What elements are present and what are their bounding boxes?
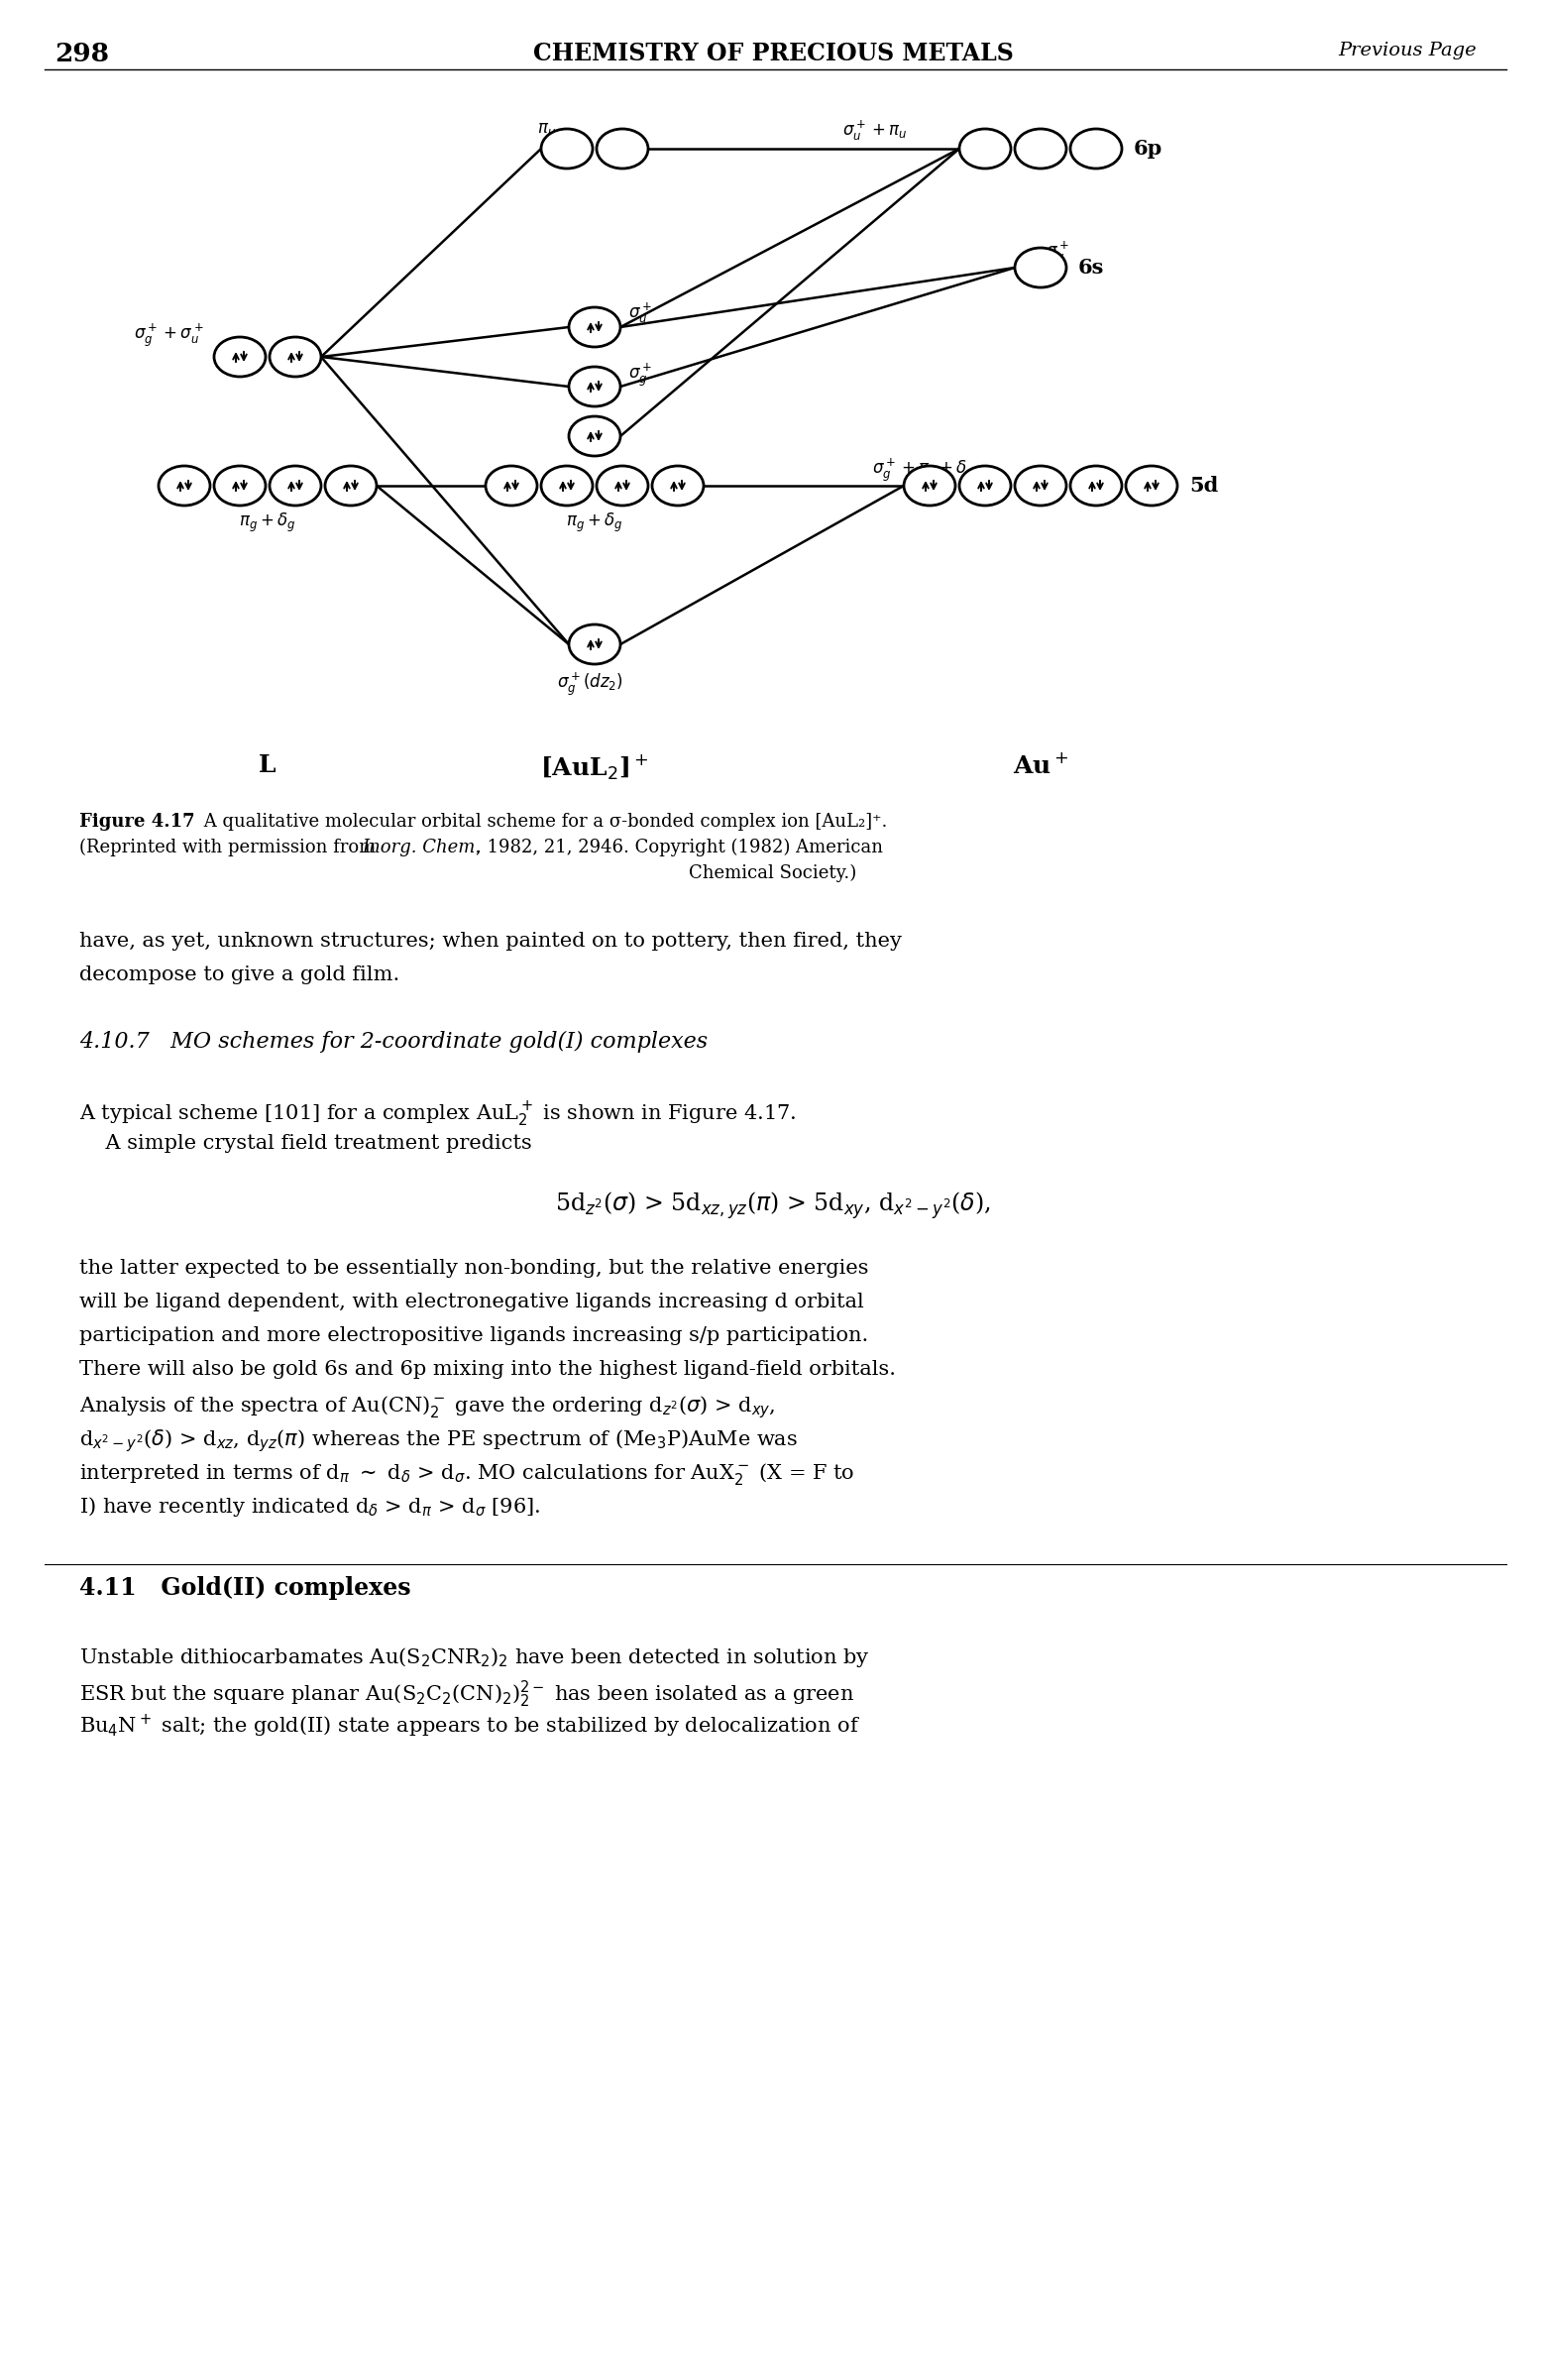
Ellipse shape (569, 367, 620, 407)
Text: CHEMISTRY OF PRECIOUS METALS: CHEMISTRY OF PRECIOUS METALS (532, 40, 1013, 64)
Ellipse shape (1015, 248, 1066, 288)
Text: Chemical Society.): Chemical Society.) (688, 864, 857, 883)
Text: will be ligand dependent, with electronegative ligands increasing d orbital: will be ligand dependent, with electrone… (79, 1292, 863, 1311)
Text: (Reprinted with permission from: (Reprinted with permission from (79, 838, 382, 857)
Text: $\sigma_g^+$: $\sigma_g^+$ (1046, 240, 1069, 267)
Ellipse shape (541, 129, 593, 169)
Ellipse shape (486, 466, 537, 505)
Ellipse shape (213, 338, 266, 376)
Ellipse shape (597, 129, 648, 169)
Ellipse shape (325, 466, 376, 505)
Ellipse shape (569, 416, 620, 457)
Text: $\sigma_u^+$: $\sigma_u^+$ (628, 302, 653, 326)
Text: $\pi_g + \delta_g$: $\pi_g + \delta_g$ (240, 512, 295, 536)
Text: the latter expected to be essentially non-bonding, but the relative energies: the latter expected to be essentially no… (79, 1259, 868, 1278)
Text: ESR but the square planar Au(S$_2$C$_2$(CN)$_2$)$_2^{2-}$ has been isolated as a: ESR but the square planar Au(S$_2$C$_2$(… (79, 1680, 854, 1711)
Text: Au$^+$: Au$^+$ (1013, 754, 1069, 778)
Ellipse shape (903, 466, 956, 505)
Text: I) have recently indicated d$_\delta$ > d$_\pi$ > d$_\sigma$ [96].: I) have recently indicated d$_\delta$ > … (79, 1495, 540, 1518)
Ellipse shape (959, 466, 1010, 505)
Ellipse shape (569, 624, 620, 664)
Text: Unstable dithiocarbamates Au(S$_2$CNR$_2$)$_2$ have been detected in solution by: Unstable dithiocarbamates Au(S$_2$CNR$_2… (79, 1645, 869, 1668)
Text: Bu$_4$N$^+$ salt; the gold(II) state appears to be stabilized by delocalization : Bu$_4$N$^+$ salt; the gold(II) state app… (79, 1714, 860, 1740)
Text: 5d$_{z^2}$($\sigma$) > 5d$_{xz,yz}$($\pi$) > 5d$_{xy}$, d$_{x^2-y^2}$($\delta$),: 5d$_{z^2}$($\sigma$) > 5d$_{xz,yz}$($\pi… (555, 1190, 992, 1221)
Text: $\pi_g + \delta_g$: $\pi_g + \delta_g$ (566, 512, 623, 536)
Text: 4.10.7   MO schemes for 2-coordinate gold(I) complexes: 4.10.7 MO schemes for 2-coordinate gold(… (79, 1031, 707, 1052)
Text: 4.11   Gold(II) complexes: 4.11 Gold(II) complexes (79, 1576, 412, 1599)
Text: $\sigma_g^+(dz_2)$: $\sigma_g^+(dz_2)$ (557, 671, 623, 697)
Ellipse shape (653, 466, 704, 505)
Ellipse shape (269, 466, 322, 505)
Ellipse shape (597, 466, 648, 505)
Text: $\sigma_g^+ + \pi_g + \delta_g$: $\sigma_g^+ + \pi_g + \delta_g$ (873, 457, 975, 483)
Text: $\sigma_g^+ + \sigma_u^+$: $\sigma_g^+ + \sigma_u^+$ (135, 321, 204, 350)
Text: $\sigma_u^+ + \pi_u$: $\sigma_u^+ + \pi_u$ (843, 119, 907, 143)
Text: interpreted in terms of d$_\pi$ $\sim$ d$_\delta$ > d$_\sigma$. MO calculations : interpreted in terms of d$_\pi$ $\sim$ d… (79, 1461, 854, 1488)
Text: decompose to give a gold film.: decompose to give a gold film. (79, 966, 399, 985)
Text: Figure 4.17: Figure 4.17 (79, 814, 195, 831)
Text: 6s: 6s (1078, 257, 1105, 278)
Text: L: L (258, 754, 277, 778)
Text: d$_{x^2-y^2}$($\delta$) > d$_{xz}$, d$_{yz}$($\pi$) whereas the PE spectrum of (: d$_{x^2-y^2}$($\delta$) > d$_{xz}$, d$_{… (79, 1428, 798, 1454)
Text: $\pi_u$: $\pi_u$ (537, 121, 555, 138)
Text: $\sigma_g^+$: $\sigma_g^+$ (628, 362, 653, 388)
Ellipse shape (213, 466, 266, 505)
Text: A simple crystal field treatment predicts: A simple crystal field treatment predict… (79, 1133, 532, 1152)
Ellipse shape (1071, 129, 1122, 169)
Ellipse shape (569, 307, 620, 347)
Text: have, as yet, unknown structures; when painted on to pottery, then fired, they: have, as yet, unknown structures; when p… (79, 933, 902, 950)
Ellipse shape (1015, 129, 1066, 169)
Ellipse shape (1126, 466, 1177, 505)
Text: Previous Page: Previous Page (1338, 40, 1477, 60)
Ellipse shape (269, 338, 322, 376)
Text: 5d: 5d (1190, 476, 1217, 495)
Text: participation and more electropositive ligands increasing s/p participation.: participation and more electropositive l… (79, 1326, 868, 1345)
Text: Inorg. Chem.: Inorg. Chem. (362, 838, 481, 857)
Text: A qualitative molecular orbital scheme for a σ-bonded complex ion [AuL₂]⁺.: A qualitative molecular orbital scheme f… (198, 814, 888, 831)
Text: 298: 298 (54, 40, 108, 67)
Text: A typical scheme [101] for a complex AuL$_2^+$ is shown in Figure 4.17.: A typical scheme [101] for a complex AuL… (79, 1100, 797, 1130)
Ellipse shape (541, 466, 593, 505)
Text: Analysis of the spectra of Au(CN)$_2^-$ gave the ordering d$_{z^2}$($\sigma$) > : Analysis of the spectra of Au(CN)$_2^-$ … (79, 1395, 775, 1421)
Ellipse shape (158, 466, 210, 505)
Text: [AuL$_2$]$^+$: [AuL$_2$]$^+$ (540, 754, 648, 783)
Text: There will also be gold 6s and 6p mixing into the highest ligand-field orbitals.: There will also be gold 6s and 6p mixing… (79, 1359, 896, 1378)
Ellipse shape (1015, 466, 1066, 505)
Text: , 1982, 21, 2946. Copyright (1982) American: , 1982, 21, 2946. Copyright (1982) Ameri… (475, 838, 883, 857)
Ellipse shape (959, 129, 1010, 169)
Ellipse shape (1071, 466, 1122, 505)
Text: 6p: 6p (1134, 138, 1163, 159)
